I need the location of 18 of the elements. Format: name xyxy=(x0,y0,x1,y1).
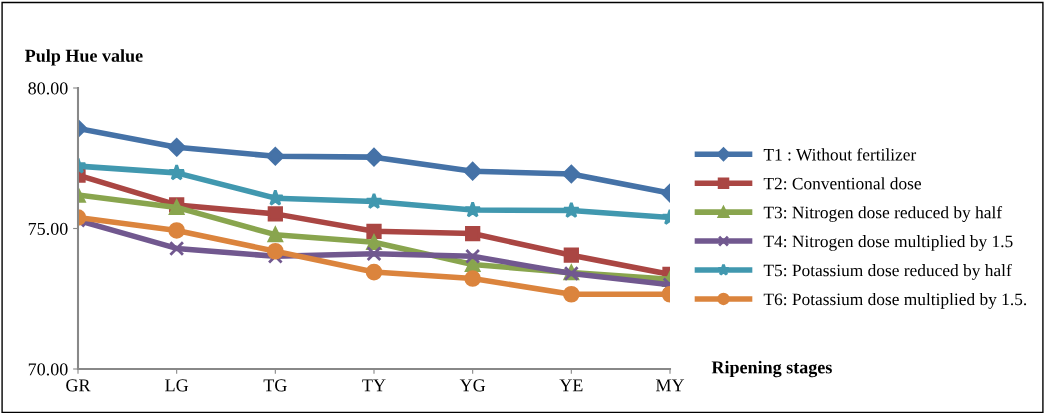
y-axis-title: Pulp Hue value xyxy=(25,49,143,66)
legend-label: T2: Conventional dose xyxy=(763,177,921,190)
legend-label: T1 : Without fertilizer xyxy=(763,148,917,161)
x-tick-label: TY xyxy=(362,379,386,392)
legend-label: T4: Nitrogen dose multiplied by 1.5 xyxy=(763,235,1013,251)
x-tick-label: TG xyxy=(263,379,287,392)
y-tick-label: 80.00 xyxy=(28,82,68,95)
legend-label: T6: Potassium dose multiplied by 1.5. xyxy=(763,292,1027,309)
y-tick-label: 75.00 xyxy=(28,222,68,236)
x-tick-label: LG xyxy=(165,379,189,392)
x-axis-title: Ripening stages xyxy=(711,360,832,378)
x-tick-label: YE xyxy=(559,379,583,392)
legend-label: T3: Nitrogen dose reduced by half xyxy=(763,205,1003,222)
x-tick-label: MY xyxy=(655,379,685,392)
legend-label: T5: Potassium dose reduced by half xyxy=(763,263,1012,280)
y-tick-label: 70.00 xyxy=(28,363,68,376)
x-tick-label: GR xyxy=(66,379,91,392)
x-tick-label: YG xyxy=(459,379,486,392)
